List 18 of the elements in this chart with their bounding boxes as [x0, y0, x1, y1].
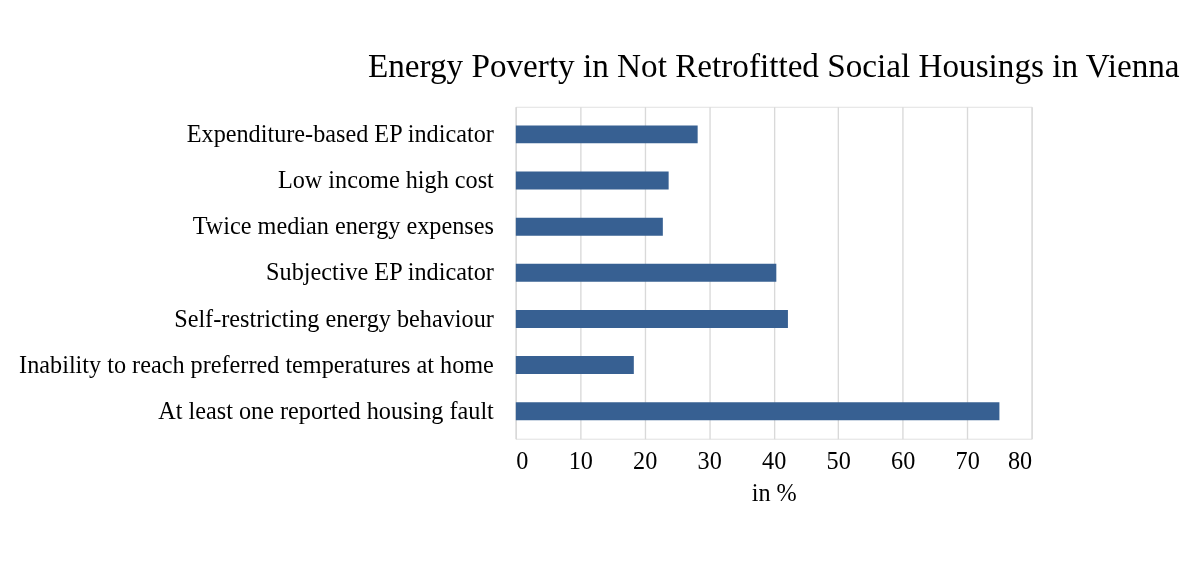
x-tick-label: 30	[697, 446, 722, 474]
x-tick-label: 40	[762, 446, 787, 474]
chart-title: Energy Poverty in Not Retrofitted Social Housings in Vienna	[367, 47, 1180, 85]
x-tick-label: 60	[891, 446, 916, 474]
x-tick-label: 50	[826, 446, 851, 474]
x-tick-label: 80	[1007, 446, 1033, 474]
y-tick-label: At least one reported housing fault	[158, 396, 495, 424]
x-tick-label: 0	[516, 446, 529, 474]
x-tick-label: 70	[955, 446, 980, 474]
y-tick-label: Expenditure-based EP indicator	[186, 120, 494, 148]
y-tick-label: Twice median energy expenses	[192, 212, 494, 240]
x-tick-label: 20	[633, 446, 658, 474]
y-tick-label: Subjective EP indicator	[266, 258, 494, 286]
x-axis-title: in %	[751, 479, 797, 507]
y-tick-label: Inability to reach preferred temperatures at home	[19, 350, 494, 378]
y-tick-label: Self-restricting energy behaviour	[174, 304, 494, 332]
y-tick-label: Low income high cost	[277, 166, 495, 194]
x-tick-label: 10	[568, 446, 593, 474]
